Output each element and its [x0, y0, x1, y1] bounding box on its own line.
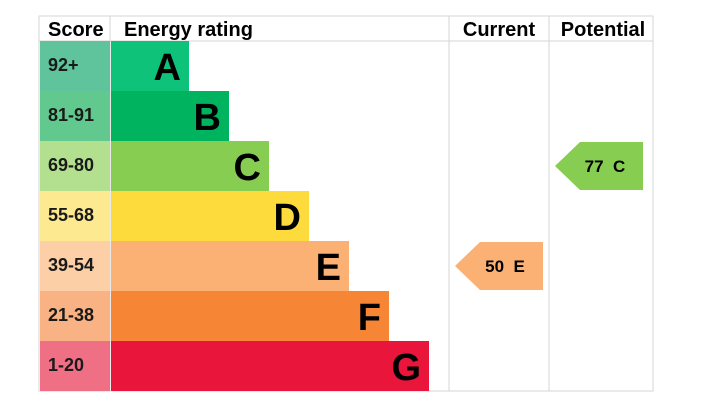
score-cell-a: [40, 41, 110, 91]
band-bar-e: [111, 241, 349, 291]
band-letter-c: C: [234, 147, 261, 189]
score-cell-f: [40, 291, 110, 341]
band-letter-f: F: [358, 297, 381, 339]
score-range-b: 81-91: [48, 105, 94, 125]
current-marker: [455, 242, 543, 290]
score-range-c: 69-80: [48, 155, 94, 175]
score-cell-g: [40, 341, 110, 391]
score-range-a: 92+: [48, 55, 79, 75]
score-header: Score: [48, 19, 104, 41]
band-bar-b: [111, 91, 229, 141]
potential-marker: [555, 142, 643, 190]
rating-bands: 92+ A 81-91 B 69-80 C 55-68 D 39-54 E 21-38 F 1-20 G: [40, 41, 429, 391]
band-letter-a: A: [154, 47, 181, 89]
band-bar-f: [111, 291, 389, 341]
band-bar-d: [111, 191, 309, 241]
score-range-d: 55-68: [48, 205, 94, 225]
score-range-f: 21-38: [48, 305, 94, 325]
score-cell-b: [40, 91, 110, 141]
band-letter-b: B: [194, 97, 221, 139]
score-cell-c: [40, 141, 110, 191]
score-cell-e: [40, 241, 110, 291]
score-range-g: 1-20: [48, 355, 84, 375]
current-header: Current: [463, 19, 536, 41]
current-marker-label: 50 E: [485, 257, 525, 276]
band-letter-d: D: [274, 197, 301, 239]
score-cell-d: [40, 191, 110, 241]
band-bar-a: [111, 41, 189, 91]
band-letter-g: G: [391, 347, 421, 389]
rating-markers: 50 E 77 C: [455, 142, 643, 290]
energy-rating-header: Energy rating: [124, 19, 253, 41]
score-range-e: 39-54: [48, 255, 94, 275]
potential-header: Potential: [561, 19, 645, 41]
band-letter-e: E: [316, 247, 341, 289]
potential-marker-label: 77 C: [585, 157, 626, 176]
band-bar-c: [111, 141, 269, 191]
band-bar-g: [111, 341, 429, 391]
